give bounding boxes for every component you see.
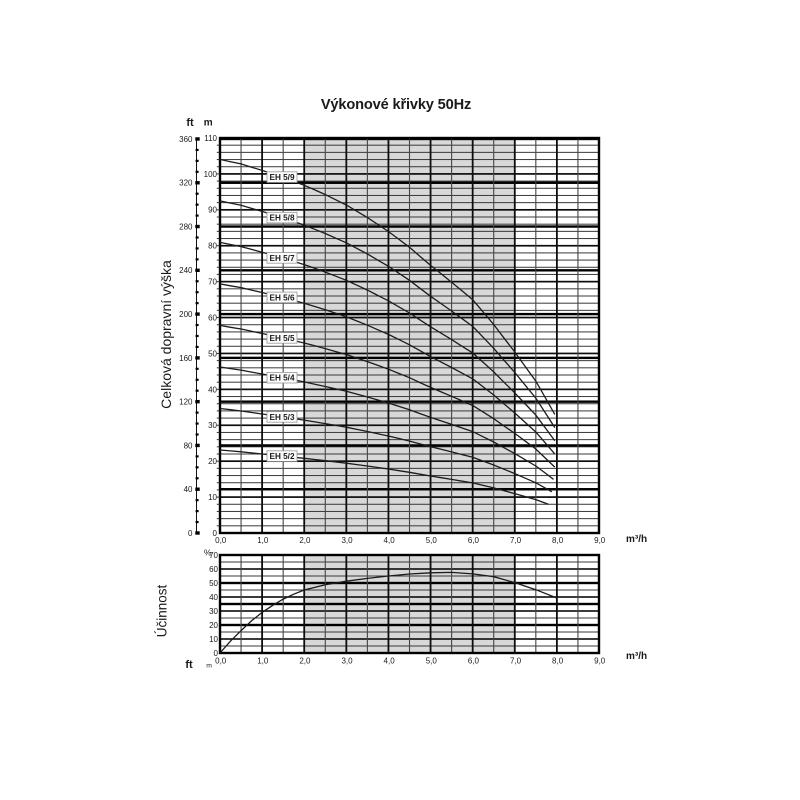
svg-text:10: 10: [209, 635, 218, 644]
svg-text:6,0: 6,0: [468, 536, 480, 545]
svg-text:3,0: 3,0: [341, 536, 353, 545]
svg-text:0,0: 0,0: [215, 536, 227, 545]
svg-text:Celková dopravní výška: Celková dopravní výška: [158, 260, 174, 409]
svg-text:160: 160: [179, 354, 193, 363]
svg-text:10: 10: [208, 493, 217, 502]
svg-text:20: 20: [209, 621, 218, 630]
svg-text:8,0: 8,0: [552, 657, 564, 666]
svg-text:240: 240: [179, 266, 193, 275]
svg-text:3,0: 3,0: [341, 657, 353, 666]
svg-text:5,0: 5,0: [426, 657, 438, 666]
svg-text:30: 30: [209, 607, 218, 616]
svg-text:50: 50: [209, 579, 218, 588]
svg-text:m: m: [204, 118, 213, 129]
svg-text:0: 0: [213, 529, 218, 538]
svg-text:EH 5/8: EH 5/8: [269, 214, 294, 223]
svg-text:EH 5/7: EH 5/7: [269, 254, 294, 263]
svg-text:ft: ft: [185, 659, 193, 671]
svg-text:280: 280: [179, 222, 193, 231]
svg-text:9,0: 9,0: [594, 536, 606, 545]
svg-text:EH 5/3: EH 5/3: [269, 413, 294, 422]
svg-text:7,0: 7,0: [510, 657, 522, 666]
svg-text:7,0: 7,0: [510, 536, 522, 545]
svg-text:%: %: [204, 547, 212, 557]
svg-text:EH 5/5: EH 5/5: [269, 334, 294, 343]
svg-text:EH 5/2: EH 5/2: [269, 452, 294, 461]
svg-text:EH 5/4: EH 5/4: [269, 374, 294, 383]
svg-text:9,0: 9,0: [594, 657, 606, 666]
svg-text:EH 5/6: EH 5/6: [269, 293, 294, 302]
svg-text:30: 30: [208, 421, 217, 430]
svg-text:1,0: 1,0: [257, 657, 269, 666]
svg-text:80: 80: [184, 441, 193, 450]
svg-text:4,0: 4,0: [384, 536, 396, 545]
svg-text:80: 80: [208, 242, 217, 251]
svg-text:70: 70: [208, 278, 217, 287]
svg-text:6,0: 6,0: [468, 657, 480, 666]
svg-text:60: 60: [209, 565, 218, 574]
svg-text:0: 0: [188, 529, 193, 538]
svg-text:320: 320: [179, 179, 193, 188]
svg-text:5,0: 5,0: [426, 536, 438, 545]
svg-text:2,0: 2,0: [299, 536, 311, 545]
svg-text:360: 360: [179, 135, 193, 144]
svg-text:60: 60: [208, 313, 217, 322]
svg-text:0: 0: [214, 649, 219, 658]
svg-text:EH 5/9: EH 5/9: [269, 173, 294, 182]
svg-text:40: 40: [209, 593, 218, 602]
svg-text:m: m: [206, 663, 212, 670]
svg-text:Účinnost: Účinnost: [155, 584, 170, 637]
svg-text:2,0: 2,0: [299, 657, 311, 666]
svg-text:Výkonové křivky 50Hz: Výkonové křivky 50Hz: [321, 97, 471, 113]
svg-text:40: 40: [208, 385, 217, 394]
svg-text:ft: ft: [186, 117, 194, 129]
svg-text:100: 100: [204, 170, 218, 179]
svg-text:8,0: 8,0: [552, 536, 564, 545]
svg-text:110: 110: [204, 134, 217, 143]
svg-text:20: 20: [208, 457, 217, 466]
svg-text:120: 120: [179, 398, 193, 407]
svg-text:70: 70: [209, 551, 218, 560]
svg-text:40: 40: [184, 485, 193, 494]
svg-text:4,0: 4,0: [384, 657, 396, 666]
svg-text:90: 90: [208, 206, 217, 215]
svg-text:m³/h: m³/h: [626, 651, 647, 662]
svg-text:1,0: 1,0: [257, 536, 269, 545]
svg-text:0,0: 0,0: [215, 657, 227, 666]
svg-text:50: 50: [208, 349, 217, 358]
svg-text:200: 200: [179, 310, 193, 319]
svg-text:m³/h: m³/h: [626, 534, 647, 545]
